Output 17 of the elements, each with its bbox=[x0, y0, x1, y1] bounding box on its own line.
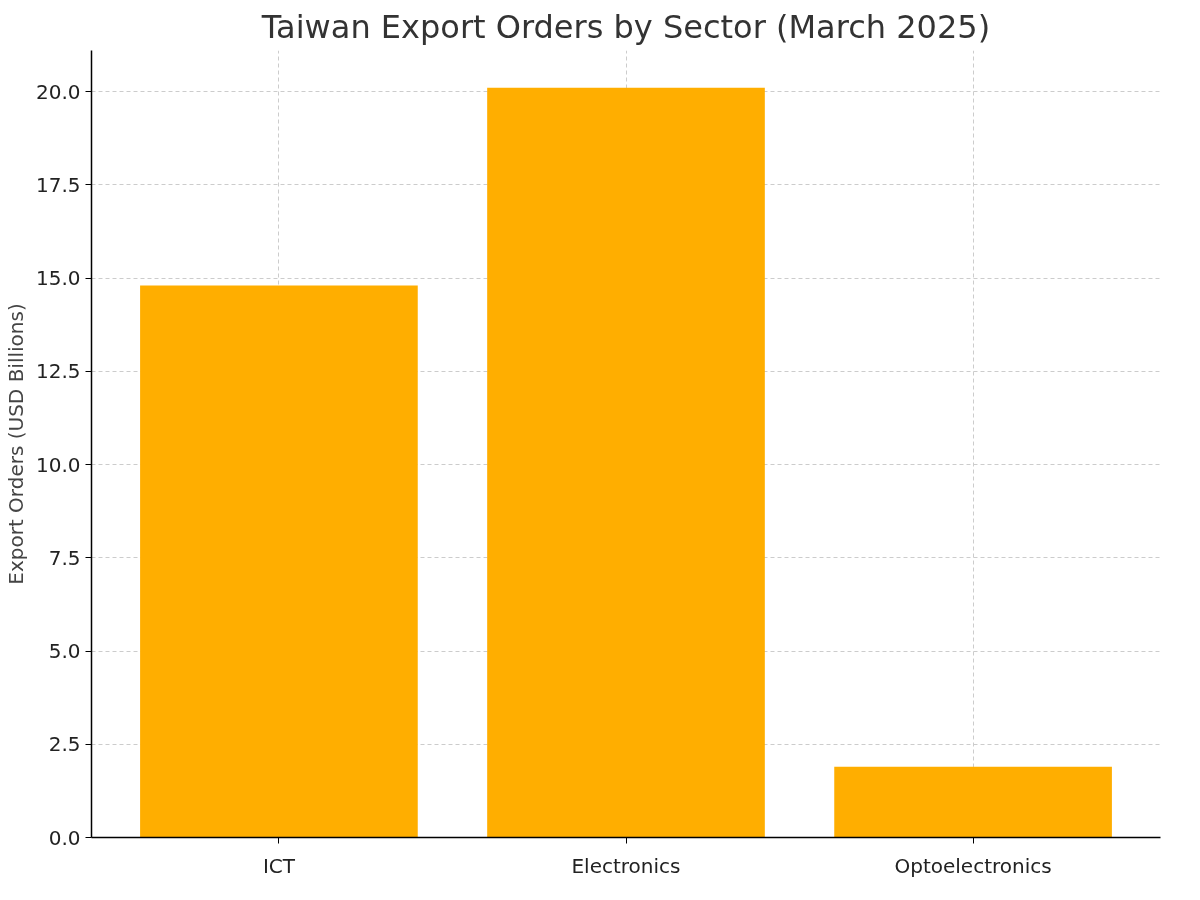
y-axis-title: Export Orders (USD Billions) bbox=[3, 303, 28, 585]
x-tick-label: Optoelectronics bbox=[894, 853, 1052, 878]
y-tick-label: 5.0 bbox=[48, 639, 81, 664]
y-tick-label: 2.5 bbox=[48, 732, 81, 757]
bar bbox=[487, 87, 765, 838]
bar bbox=[834, 766, 1112, 838]
y-tick-label: 20.0 bbox=[35, 79, 81, 104]
x-tick-label: ICT bbox=[262, 853, 296, 878]
x-tick-label: Electronics bbox=[571, 853, 681, 878]
y-tick-label: 7.5 bbox=[48, 545, 81, 570]
y-tick-label: 0.0 bbox=[48, 825, 81, 850]
bar bbox=[140, 285, 418, 838]
y-tick-label: 15.0 bbox=[35, 266, 81, 291]
y-tick-label: 12.5 bbox=[35, 359, 81, 384]
y-tick-label: 10.0 bbox=[35, 452, 81, 477]
y-tick-label: 17.5 bbox=[35, 172, 81, 197]
chart-title: Taiwan Export Orders by Sector (March 2025) bbox=[260, 7, 991, 46]
